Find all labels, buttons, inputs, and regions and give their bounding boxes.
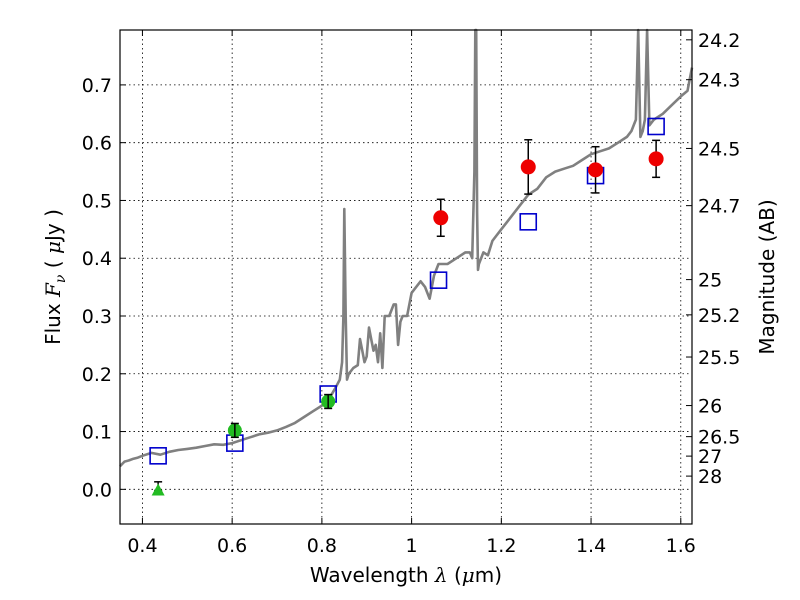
x-tick-label: 1.4 (576, 535, 606, 557)
nir-detection-point (520, 159, 536, 175)
x-axis-label: Wavelength λ (μm) (310, 563, 502, 587)
magnitude-tick-label: 24.2 (698, 30, 740, 52)
x-tick-label: 0.6 (217, 535, 247, 557)
x-tick-label: 1 (406, 535, 418, 557)
x-tick-label: 0.8 (307, 535, 337, 557)
magnitude-tick-label: 26.5 (698, 427, 740, 449)
y-tick-label: 0.1 (82, 422, 112, 444)
y-tick-label: 0.0 (82, 479, 112, 501)
plot-frame (119, 29, 693, 525)
data-markers (149, 117, 665, 496)
nir-detection-point (588, 162, 604, 178)
y-axis-label: Flux Fν ( μJy ) (41, 209, 69, 345)
model-photometry-square (429, 271, 448, 289)
model-photometry-square (519, 213, 538, 231)
y-tick-label: 0.3 (82, 306, 112, 328)
magnitude-tick-label: 24.7 (698, 196, 740, 218)
magnitude-axis-label: Magnitude (AB) (755, 199, 779, 354)
magnitude-tick-label: 25.2 (698, 305, 740, 327)
magnitude-tick-label: 25.5 (698, 347, 740, 369)
x-tick-label: 1.6 (666, 535, 696, 557)
grid-lines (120, 30, 692, 524)
y-tick-label: 0.6 (82, 133, 112, 155)
model-photometry-square (647, 117, 665, 136)
y-tick-label: 0.4 (82, 248, 112, 270)
x-tick-label: 1.2 (486, 535, 516, 557)
model-spectrum-layer (119, 28, 694, 468)
magnitude-tick-label: 27 (698, 446, 722, 468)
magnitude-tick-label: 25 (698, 270, 722, 292)
y-tick-label: 0.7 (82, 75, 112, 97)
magnitude-tick-label: 26 (698, 396, 722, 418)
nir-detection-point (433, 210, 449, 226)
nir-detection-point (648, 151, 664, 167)
axis-ticks: 0.4 0.6 0.8 1 1.2 1.4 1.6 0.0 0.1 0.2 0.3 0.4 0.5 0.6… (82, 30, 741, 557)
y-tick-label: 0.2 (82, 364, 112, 386)
magnitude-tick-label: 24.5 (698, 138, 740, 160)
optical-limit-triangle (151, 483, 165, 496)
magnitude-tick-label: 24.3 (698, 70, 740, 92)
y-tick-label: 0.5 (82, 190, 112, 212)
model-spectrum-curve (119, 28, 694, 468)
magnitude-tick-label: 28 (698, 466, 722, 488)
model-photometry-square (149, 447, 167, 465)
x-tick-label: 0.4 (127, 535, 157, 557)
